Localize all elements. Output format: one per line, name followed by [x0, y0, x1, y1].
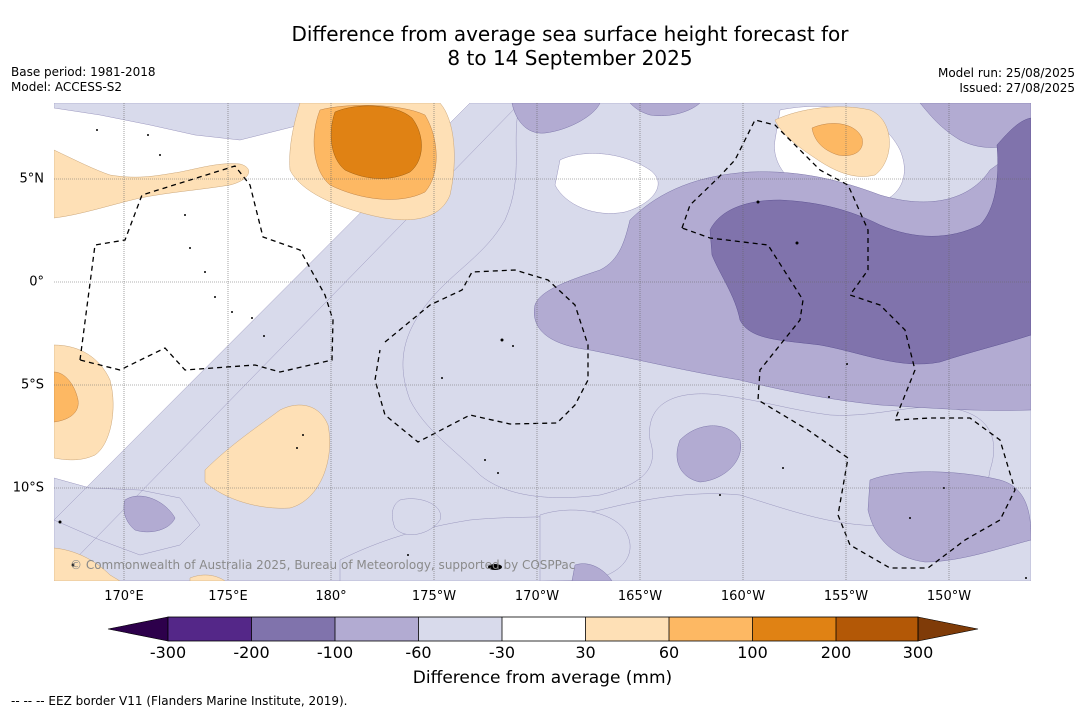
lon-label-155w: 155°W: [823, 589, 869, 604]
colorbar-swatch-4: [418, 617, 502, 641]
title-line-1: Difference from average sea surface heig…: [291, 22, 849, 46]
lon-label-170w: 170°W: [514, 589, 560, 604]
lon-label-170e: 170°E: [104, 589, 144, 604]
title-line-2: 8 to 14 September 2025: [447, 46, 693, 70]
colorbar-swatch-7: [669, 617, 753, 641]
model-run: Model run: 25/08/2025: [937, 66, 1075, 80]
colorbar-tick: 200: [820, 643, 852, 662]
lat-label-5s: 5°S: [20, 377, 44, 393]
contour-dark-lavender: [709, 117, 1031, 365]
issued-date: Issued: 27/08/2025: [959, 81, 1075, 95]
meta-left: Base period: 1981-2018 Model: ACCESS-S2: [11, 65, 156, 95]
colorbar-dividers: [251, 617, 837, 641]
colorbar-tick: 60: [658, 643, 680, 662]
copyright-notice: © Commonwealth of Australia 2025, Bureau…: [70, 558, 576, 572]
colorbar-swatch-1: [168, 617, 252, 641]
meta-right: Model run: 25/08/2025 Issued: 27/08/2025: [938, 66, 1075, 96]
colorbar-swatch-8: [752, 617, 836, 641]
colorbar-tick: -100: [316, 643, 354, 662]
contour-dark-orange: [330, 105, 422, 179]
colorbar-swatch-9: [836, 617, 918, 641]
lon-label-150w: 150°W: [926, 589, 972, 604]
colorbar-outline: [167, 616, 919, 642]
colorbar-swatch-5: [502, 617, 586, 641]
eez-legend-note: -- -- -- EEZ border V11 (Flanders Marine…: [11, 694, 348, 708]
lat-label-10s: 10°S: [12, 480, 44, 496]
colorbar-swatch-6: [585, 617, 669, 641]
colorbar-tick: -200: [233, 643, 270, 662]
colorbar-tick: 30: [575, 643, 596, 662]
lat-label-0: 0°: [29, 274, 44, 290]
lon-label-180: 180°: [315, 589, 347, 604]
eez-borders: [79, 119, 1016, 569]
colorbar-tick: 300: [902, 643, 934, 662]
map-area: [54, 103, 1031, 581]
colorbar: [107, 616, 979, 642]
colorbar-label: Difference from average (mm): [412, 668, 673, 688]
lon-label-175e: 175°E: [208, 589, 248, 604]
lon-label-160w: 160°W: [720, 589, 766, 604]
colorbar-extend-high: [917, 616, 979, 642]
colorbar-swatch-2: [251, 617, 335, 641]
colorbar-tick: -300: [149, 643, 187, 662]
islands: [58, 129, 1027, 579]
gridlines: [54, 103, 1031, 581]
lon-label-175w: 175°W: [411, 589, 457, 604]
colorbar-extend-low: [107, 616, 169, 642]
chart-title: Difference from average sea surface heig…: [0, 22, 1085, 70]
colorbar-swatch-3: [335, 617, 419, 641]
lon-label-165w: 165°W: [617, 589, 663, 604]
lat-label-5n: 5°N: [19, 171, 45, 187]
colorbar-tick: -60: [405, 643, 432, 662]
colorbar-tick: -30: [488, 643, 516, 662]
base-period: Base period: 1981-2018: [11, 65, 156, 79]
model-name: Model: ACCESS-S2: [11, 80, 123, 94]
colorbar-tick: 100: [737, 643, 768, 662]
